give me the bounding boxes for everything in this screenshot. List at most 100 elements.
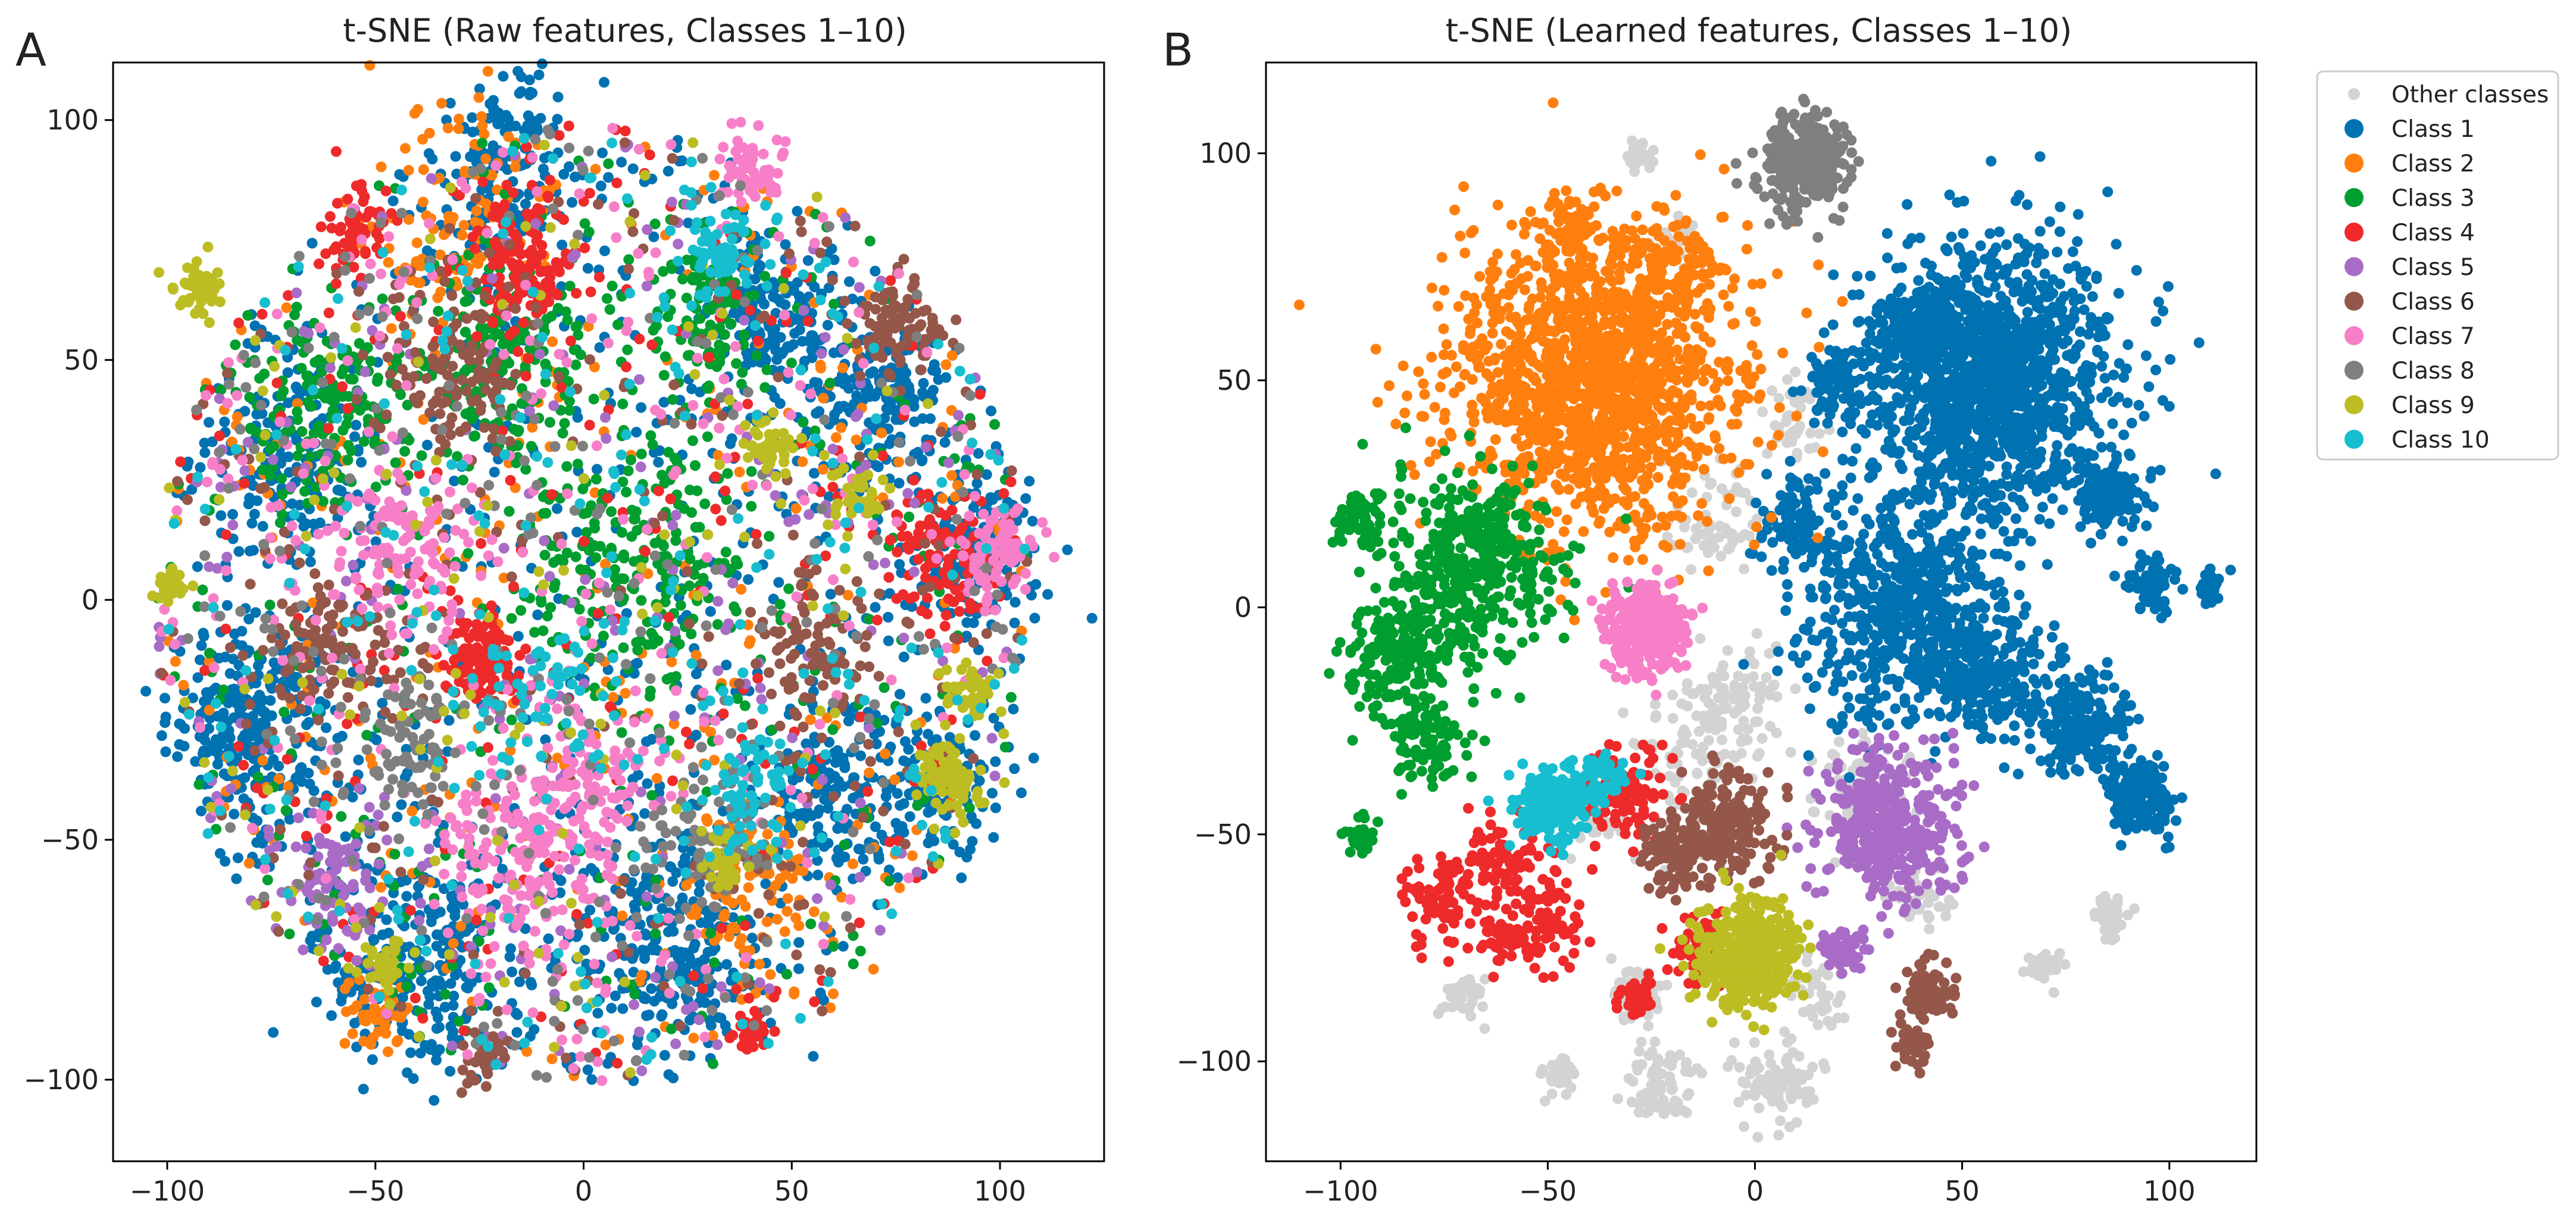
point: [901, 367, 912, 379]
point: [323, 307, 334, 318]
point: [333, 943, 344, 954]
point: [754, 977, 765, 988]
point: [816, 348, 827, 360]
point: [720, 1020, 731, 1031]
point: [544, 174, 555, 186]
point: [727, 1030, 738, 1041]
point: [1016, 787, 1027, 798]
point: [739, 700, 751, 711]
point: [424, 127, 435, 139]
point: [260, 707, 271, 718]
point: [665, 672, 677, 683]
point: [669, 945, 680, 956]
point: [471, 205, 482, 217]
point: [453, 113, 464, 124]
point: [359, 366, 371, 377]
point: [539, 549, 551, 561]
point: [369, 1002, 380, 1014]
point: [358, 223, 369, 235]
point: [283, 781, 294, 792]
point: [764, 983, 775, 994]
point: [918, 378, 929, 389]
point: [727, 577, 739, 589]
point: [873, 854, 884, 865]
point: [853, 843, 864, 855]
point: [629, 989, 640, 1000]
point: [360, 400, 371, 411]
point: [739, 1031, 749, 1042]
point: [280, 805, 292, 816]
point: [488, 423, 499, 434]
point: [589, 540, 600, 551]
point: [812, 870, 824, 880]
point: [257, 521, 268, 532]
point: [579, 218, 590, 229]
point: [543, 192, 554, 204]
point: [809, 339, 820, 350]
point: [608, 692, 619, 703]
point: [498, 71, 509, 82]
point: [722, 468, 733, 479]
point: [418, 164, 429, 175]
point: [223, 698, 234, 708]
point: [998, 488, 1009, 499]
point: [487, 317, 499, 329]
point: [636, 1065, 648, 1076]
point: [592, 464, 602, 475]
point: [358, 1083, 369, 1095]
point: [839, 839, 850, 851]
point: [506, 714, 517, 726]
point: [699, 954, 710, 965]
point: [870, 390, 881, 402]
point: [933, 374, 944, 385]
point: [642, 224, 653, 235]
point: [751, 529, 762, 540]
point: [695, 313, 706, 324]
point: [659, 351, 671, 362]
point: [663, 926, 674, 937]
point: [629, 514, 640, 525]
point: [988, 832, 999, 843]
point: [780, 239, 791, 250]
point: [592, 608, 604, 619]
point: [343, 440, 354, 451]
point: [232, 852, 243, 864]
point: [178, 680, 189, 691]
point: [693, 886, 705, 898]
point: [479, 422, 490, 433]
point: [868, 964, 879, 975]
panel-a: A t-SNE (Raw features, Classes 1–10) −10…: [15, 12, 1105, 1207]
point: [974, 389, 986, 400]
point: [912, 554, 924, 565]
point: [870, 265, 881, 277]
point: [981, 469, 992, 480]
point: [454, 1015, 465, 1027]
point: [781, 906, 793, 917]
point: [719, 329, 730, 340]
point: [431, 1055, 442, 1066]
point: [392, 583, 404, 595]
point: [557, 427, 568, 439]
point: [771, 914, 783, 925]
point: [439, 1002, 451, 1012]
point: [435, 286, 446, 298]
point: [493, 630, 504, 641]
point: [477, 137, 488, 149]
point: [698, 573, 709, 584]
point: [736, 933, 747, 944]
point: [197, 585, 208, 595]
point: [884, 438, 895, 449]
point: [798, 305, 809, 316]
point: [442, 123, 454, 134]
point: [537, 163, 549, 174]
point: [327, 915, 339, 927]
point: [448, 990, 459, 1002]
point: [381, 914, 392, 926]
point: [804, 509, 815, 520]
point: [156, 730, 167, 741]
point: [892, 546, 903, 558]
point: [523, 353, 534, 364]
point: [504, 951, 515, 962]
point: [160, 717, 171, 728]
point: [530, 218, 542, 229]
